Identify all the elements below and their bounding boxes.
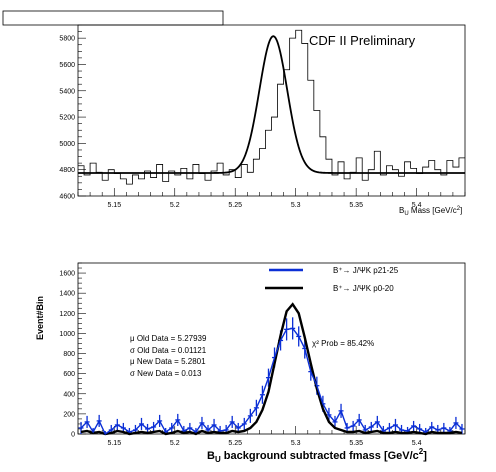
- bottom-chart: 0 200 400 600 800 1000 1200 1400 1600 5.15 5.2 5.2…: [35, 262, 466, 464]
- top-y-tick-label: 5600: [59, 62, 75, 69]
- bottom-x-axis-title: BU background subtracted fmass [GeV/c2]: [207, 447, 427, 464]
- bottom-x-tick-label: 5.4: [412, 440, 422, 447]
- top-y-tick-label: 5200: [59, 115, 75, 122]
- top-y-tick-label: 4800: [59, 167, 75, 174]
- top-y-tick-label: 5000: [59, 141, 75, 148]
- bottom-y-tick-label: 200: [63, 411, 75, 418]
- legend: B⁺→ J/ΨK p21-25 B⁺→ J/ΨK p0-20: [265, 266, 399, 293]
- bottom-x-tick-label: 5.3: [291, 440, 301, 447]
- top-chart: 4600 4800 5000 5200 5400 5600 5800 5.15 5.2 5.25…: [59, 24, 466, 217]
- bottom-y-tick-label: 1200: [59, 311, 75, 318]
- top-histogram: [78, 29, 465, 185]
- bottom-y-axis: 0 200 400 600 800 1000 1200 1400 1600: [59, 262, 86, 439]
- stat-mu-new: μ New Data = 5.2801: [130, 357, 206, 366]
- blue-series-curve: [80, 327, 463, 436]
- top-x-tick-label: 5.4: [412, 202, 422, 209]
- bottom-y-tick-label: 0: [71, 432, 75, 439]
- top-x-tick-label: 5.2: [170, 202, 180, 209]
- top-x-tick-label: 5.25: [228, 202, 242, 209]
- bottom-x-tick-label: 5.2: [170, 440, 180, 447]
- title-box: [2, 10, 224, 26]
- bottom-y-axis-title: Event#Bin: [35, 296, 45, 340]
- bottom-y-tick-label: 1000: [59, 331, 75, 338]
- chi2-probability: χ² Prob = 85.42%: [312, 339, 374, 348]
- top-x-tick-label: 5.3: [291, 202, 301, 209]
- bottom-y-tick-label: 400: [63, 391, 75, 398]
- stat-mu-old: μ Old Data = 5.27939: [130, 334, 207, 343]
- top-y-tick-label: 4600: [59, 194, 75, 201]
- top-x-tick-label: 5.35: [349, 202, 363, 209]
- legend-label-blue: B⁺→ J/ΨK p21-25: [333, 266, 399, 275]
- top-annotation: CDF II Preliminary: [309, 33, 416, 48]
- bottom-x-tick-label: 5.25: [228, 440, 242, 447]
- top-y-axis: 4600 4800 5000 5200 5400 5600 5800: [59, 24, 86, 201]
- legend-label-black: B⁺→ J/ΨK p0-20: [333, 284, 394, 293]
- bottom-y-tick-label: 1600: [59, 271, 75, 278]
- bottom-x-tick-label: 5.35: [349, 440, 363, 447]
- top-y-tick-label: 5800: [59, 36, 75, 43]
- top-x-axis-title: BU Mass [GeV/c2]: [399, 206, 462, 217]
- stat-sigma-new: σ New Data = 0.013: [130, 369, 202, 378]
- black-series-line: [80, 302, 463, 436]
- bottom-y-tick-label: 800: [63, 351, 75, 358]
- top-x-tick-label: 5.15: [107, 202, 121, 209]
- top-fit-curve: [78, 35, 465, 174]
- bottom-y-tick-label: 600: [63, 371, 75, 378]
- bottom-x-tick-label: 5.15: [107, 440, 121, 447]
- top-y-tick-label: 5400: [59, 88, 75, 95]
- fit-statistics: μ Old Data = 5.27939 σ Old Data = 0.0112…: [130, 334, 207, 378]
- stat-sigma-old: σ Old Data = 0.01121: [130, 346, 207, 355]
- top-x-axis: 5.15 5.2 5.25 5.3 5.35 5.4: [77, 188, 466, 209]
- bottom-y-tick-label: 1400: [59, 291, 75, 298]
